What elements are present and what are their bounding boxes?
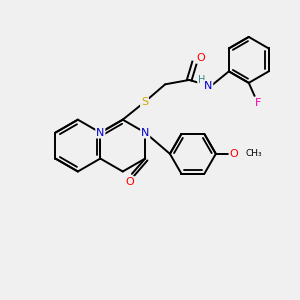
Text: H: H [198,75,205,85]
Text: O: O [196,53,205,63]
Text: F: F [254,98,261,108]
Text: S: S [141,97,148,107]
Text: N: N [96,128,104,138]
Text: N: N [204,81,212,91]
Text: O: O [230,149,239,159]
Text: N: N [141,128,149,138]
Text: O: O [125,177,134,187]
Text: CH₃: CH₃ [245,149,262,158]
